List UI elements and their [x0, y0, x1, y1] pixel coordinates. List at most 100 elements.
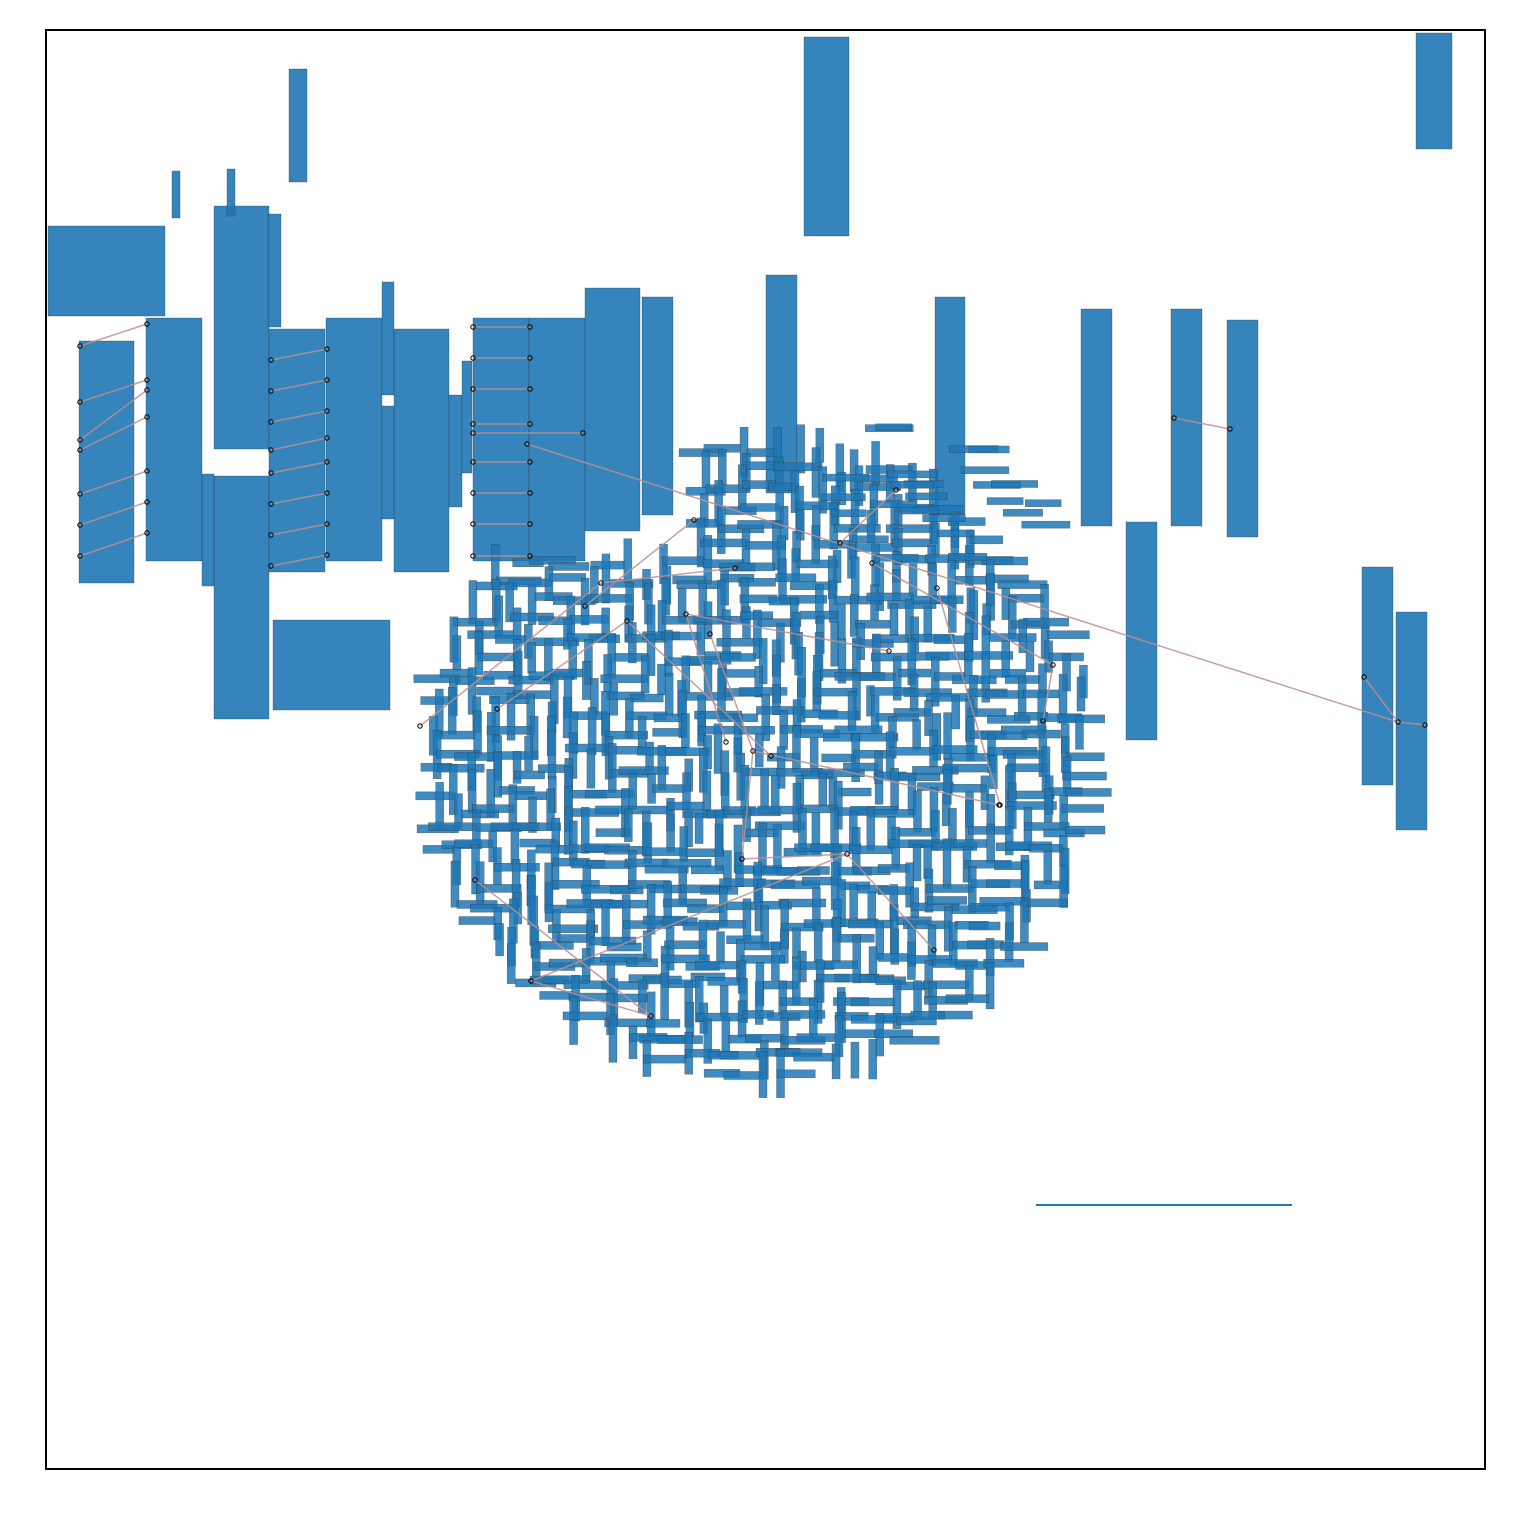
edge-line [270, 348, 328, 361]
edge-endpoint [324, 346, 330, 352]
cluster-bar [822, 473, 870, 482]
edge-line [79, 416, 148, 451]
cluster-bar [1023, 617, 1070, 627]
cluster-bar [1018, 618, 1028, 653]
cluster-bar [856, 672, 897, 681]
cluster-bar [997, 580, 1048, 589]
cluster-bar [1076, 676, 1086, 712]
node-box [78, 340, 135, 584]
cluster-bar [773, 824, 782, 870]
edge-endpoint [931, 947, 937, 953]
cluster-bar [850, 1041, 860, 1079]
cluster-bar [866, 806, 876, 851]
cluster-bar [775, 573, 817, 583]
edge-endpoint [268, 563, 274, 569]
cluster-bar [1040, 584, 1049, 621]
cluster-bar [818, 773, 828, 807]
cluster-bar [830, 621, 839, 667]
cluster-bar [586, 748, 596, 789]
cluster-bar [506, 943, 516, 984]
cluster-bar [694, 976, 704, 1023]
cluster-bar [435, 730, 476, 740]
edge-endpoint [324, 459, 330, 465]
edge-endpoint [470, 459, 476, 465]
cluster-bar [913, 790, 922, 833]
cluster-bar [588, 634, 620, 644]
cluster-bar [532, 637, 580, 647]
edge-line [741, 853, 848, 860]
cluster-bar [849, 883, 858, 920]
cluster-bar [877, 953, 912, 962]
cluster-bar [948, 807, 957, 842]
edge-endpoint [470, 421, 476, 427]
edge-endpoint [144, 468, 150, 474]
cluster-bar [852, 934, 862, 984]
cluster-bar [506, 692, 516, 741]
cluster-bar [701, 450, 711, 488]
cluster-bar [657, 1035, 703, 1044]
cluster-bar [1065, 752, 1105, 762]
cluster-bar [796, 424, 805, 474]
cluster-bar [1000, 942, 1049, 951]
cluster-bar [640, 655, 650, 694]
cluster-bar [1004, 922, 1014, 962]
edge-endpoint [886, 648, 892, 654]
cluster-bar [980, 775, 990, 810]
cluster-bar [849, 594, 859, 637]
cluster-bar [601, 553, 611, 604]
node-box [226, 168, 236, 217]
cluster-bar [761, 694, 770, 742]
cluster-bar [926, 884, 974, 893]
edge-endpoint [683, 611, 689, 617]
cluster-bar [630, 693, 664, 703]
cluster-bar [557, 934, 589, 943]
cluster-bar [1059, 865, 1068, 908]
edge-endpoint [324, 377, 330, 383]
cluster-bar [505, 582, 514, 623]
edge-endpoint [527, 521, 533, 527]
edge-endpoint [268, 501, 274, 507]
node-box [267, 213, 282, 328]
cluster-bar [685, 1002, 695, 1038]
cluster-bar [549, 573, 587, 582]
cluster-bar [877, 864, 910, 873]
cluster-bar [539, 991, 573, 1000]
cluster-bar [548, 562, 590, 571]
cluster-bar [885, 524, 935, 533]
node-box [213, 475, 270, 720]
cluster-bar [495, 923, 504, 957]
cluster-bar [922, 514, 966, 522]
cluster-bar [813, 922, 823, 964]
edge-endpoint [869, 560, 875, 566]
cluster-bar [581, 806, 590, 854]
cluster-bar [981, 653, 990, 703]
edge-endpoint [893, 487, 899, 493]
cluster-bar [527, 642, 536, 674]
cluster-bar [1021, 898, 1068, 908]
edge-line [1397, 721, 1426, 726]
cluster-bar [435, 782, 444, 830]
cluster-bar [610, 885, 644, 895]
edge-layer [79, 323, 1426, 1017]
cluster-bar [850, 997, 896, 1007]
cluster-bar [582, 660, 591, 700]
edge-endpoint [417, 723, 423, 729]
node-box [268, 328, 326, 573]
cluster-bar [569, 996, 578, 1045]
cluster-bar [776, 746, 786, 789]
node-box [272, 619, 391, 711]
cluster-bar [618, 766, 669, 775]
cluster-bar [905, 492, 948, 501]
cluster-bar [889, 603, 899, 636]
cluster-bar [714, 823, 724, 871]
edge-endpoint [723, 739, 729, 745]
cluster-bar [628, 1025, 638, 1060]
edge-line [709, 633, 754, 752]
cluster-bar [512, 607, 522, 640]
cluster-bar [547, 924, 598, 934]
cluster-bar [900, 506, 939, 515]
edge-endpoint [934, 585, 940, 591]
cluster-bar [1061, 804, 1104, 813]
cluster-bar [831, 1043, 841, 1080]
